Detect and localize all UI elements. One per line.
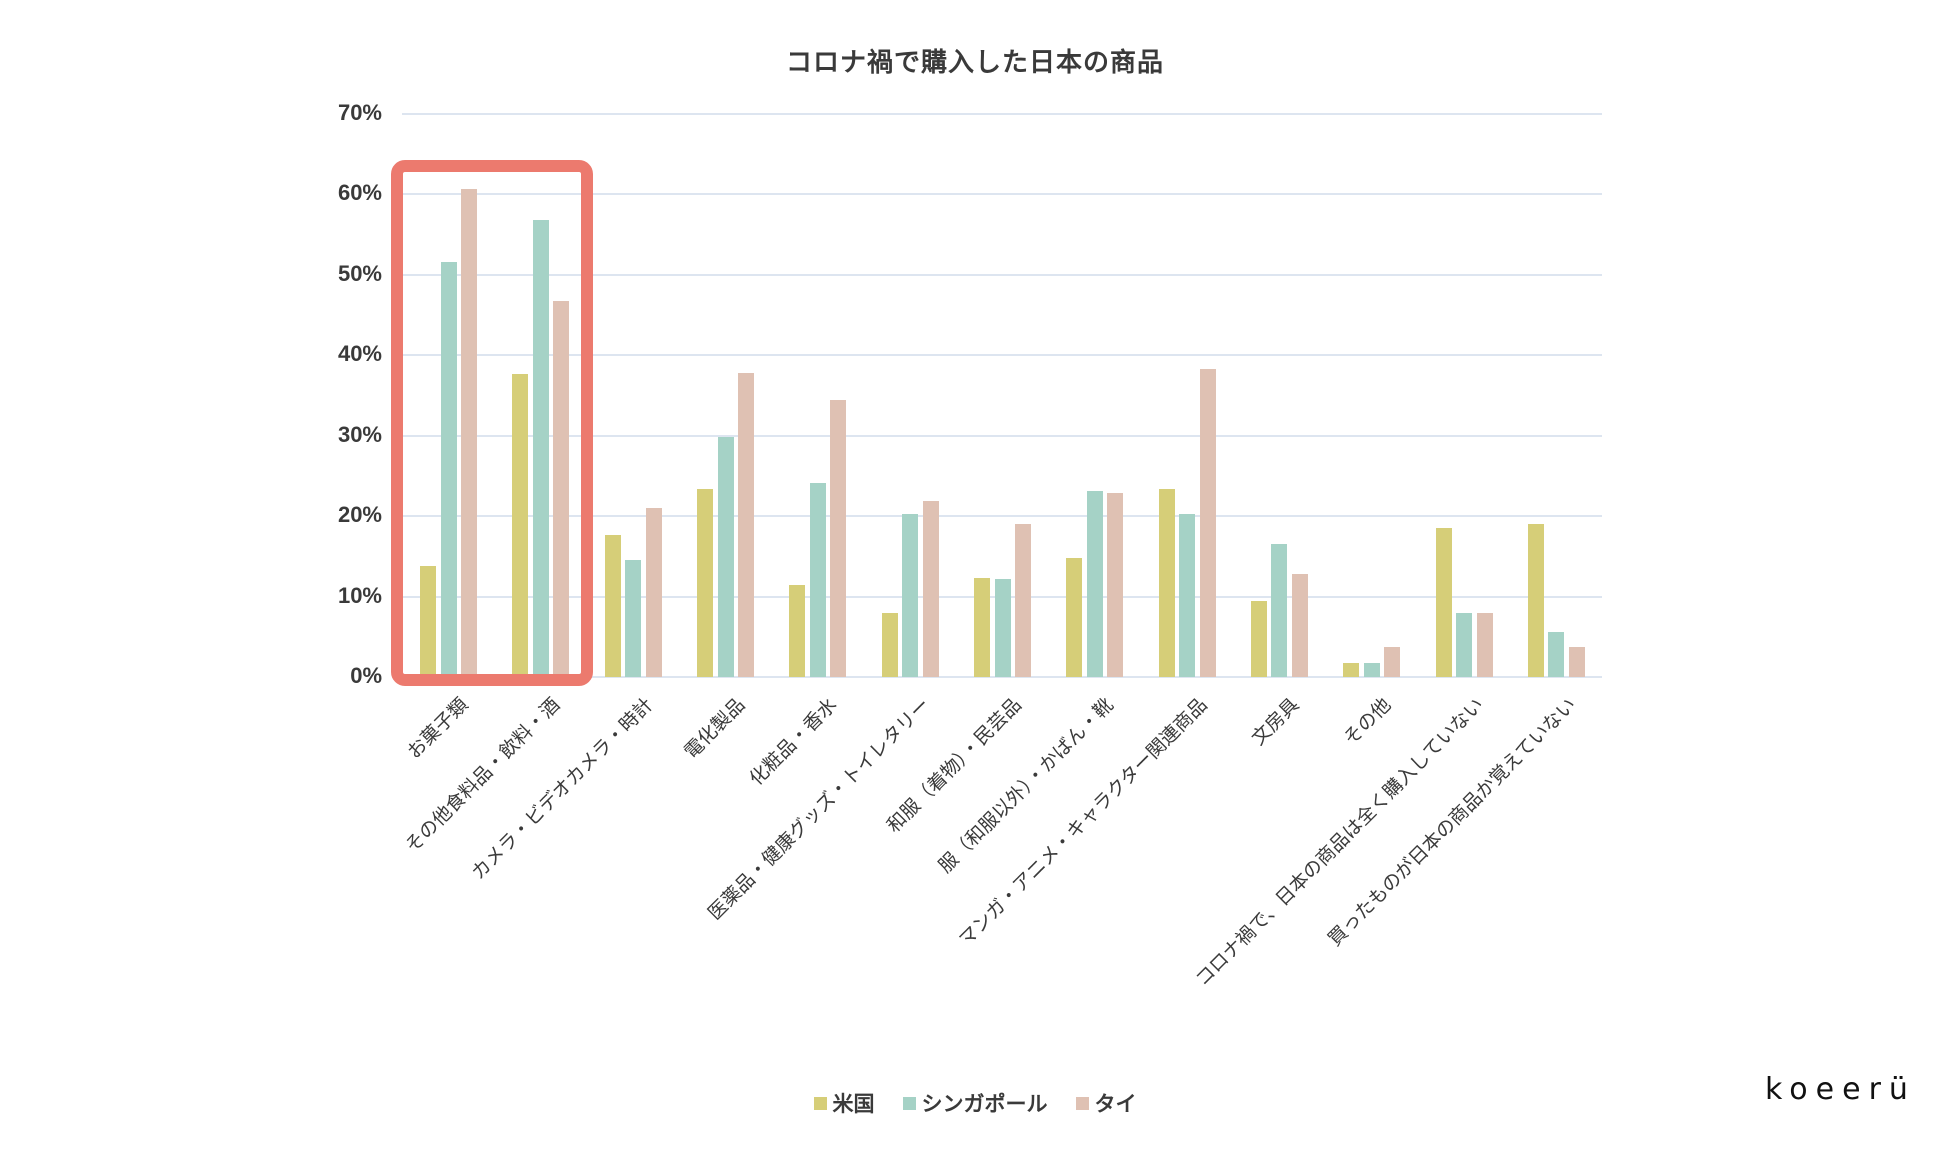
- bar-us: [1435, 528, 1452, 677]
- bar-us: [1158, 488, 1175, 677]
- bar-singapore: [717, 437, 734, 677]
- x-tick-label: 電化製品: [680, 693, 750, 764]
- bar-singapore: [532, 220, 549, 677]
- y-tick-label: 50%: [337, 260, 382, 286]
- bar-us: [1066, 557, 1083, 677]
- legend-item-thailand: タイ: [1075, 1088, 1137, 1118]
- bar-thailand: [1199, 368, 1216, 677]
- brand-logo: koeerü: [1765, 1072, 1916, 1107]
- x-tick-label: お菓子類: [403, 693, 473, 764]
- bar-thailand: [461, 188, 478, 677]
- legend-swatch-thailand: [1075, 1096, 1089, 1110]
- bar-thailand: [1384, 647, 1401, 677]
- bar-thailand: [1476, 612, 1493, 677]
- legend-item-us: 米国: [813, 1088, 875, 1118]
- x-tick-label: 化粧品・香水: [745, 693, 842, 791]
- x-tick-label: カメラ・ビデオカメラ・時計: [466, 693, 658, 885]
- x-tick-label: 文房具: [1247, 693, 1304, 750]
- gridline: [402, 193, 1602, 196]
- bar-us: [881, 612, 898, 677]
- legend-swatch-singapore: [902, 1096, 916, 1110]
- y-tick-label: 40%: [337, 341, 382, 367]
- bar-us: [789, 584, 806, 677]
- bar-us: [420, 566, 437, 677]
- bar-singapore: [1456, 612, 1473, 677]
- gridline: [402, 434, 1602, 437]
- gridline: [402, 113, 1602, 115]
- bar-thailand: [830, 400, 847, 677]
- x-tick-label: その他食料品・飲料・酒: [401, 693, 565, 858]
- plot-area: [402, 113, 1602, 678]
- bar-singapore: [1363, 662, 1380, 677]
- highlight-box: [391, 160, 593, 686]
- bar-singapore: [1271, 543, 1288, 677]
- bar-thailand: [1015, 524, 1031, 677]
- gridline: [402, 273, 1602, 276]
- legend-item-singapore: シンガポール: [902, 1088, 1048, 1118]
- bar-us: [1527, 524, 1544, 677]
- bar-singapore: [1548, 631, 1565, 677]
- bar-us: [974, 578, 990, 677]
- bar-singapore: [625, 559, 642, 677]
- bar-thailand: [1107, 492, 1124, 677]
- bar-thailand: [1568, 647, 1585, 677]
- bar-thailand: [553, 300, 570, 677]
- gridline: [402, 354, 1602, 357]
- bar-us: [1250, 600, 1267, 677]
- legend-label-us: 米国: [832, 1092, 875, 1116]
- x-tick-label: 服（和服以外）・かばん・靴: [934, 693, 1119, 878]
- bar-singapore: [1179, 513, 1196, 677]
- bar-singapore: [1086, 491, 1103, 677]
- legend: 米国 シンガポール タイ: [0, 1088, 1950, 1118]
- bar-singapore: [994, 578, 1011, 677]
- y-tick-label: 60%: [337, 180, 382, 206]
- legend-label-singapore: シンガポール: [921, 1092, 1048, 1116]
- bar-thailand: [1291, 574, 1308, 677]
- y-tick-label: 0%: [350, 663, 382, 688]
- bar-thailand: [738, 372, 755, 677]
- bar-us: [1343, 662, 1360, 677]
- gridline: [402, 515, 1602, 518]
- x-tick-label: その他: [1339, 693, 1396, 750]
- bar-thailand: [922, 500, 939, 677]
- y-tick-label: 70%: [337, 100, 382, 125]
- bar-us: [697, 488, 714, 677]
- chart-title: コロナ禍で購入した日本の商品: [785, 48, 1164, 78]
- gridline: [402, 676, 1602, 678]
- bar-singapore: [809, 483, 826, 677]
- y-tick-label: 30%: [337, 421, 382, 447]
- bar-singapore: [440, 262, 457, 677]
- legend-label-thailand: タイ: [1094, 1092, 1137, 1116]
- bar-us: [512, 373, 529, 677]
- bar-thailand: [645, 508, 662, 677]
- y-tick-label: 20%: [337, 502, 382, 528]
- legend-swatch-us: [813, 1096, 827, 1110]
- bar-us: [604, 535, 621, 677]
- y-tick-label: 10%: [337, 582, 382, 608]
- bar-singapore: [902, 513, 919, 677]
